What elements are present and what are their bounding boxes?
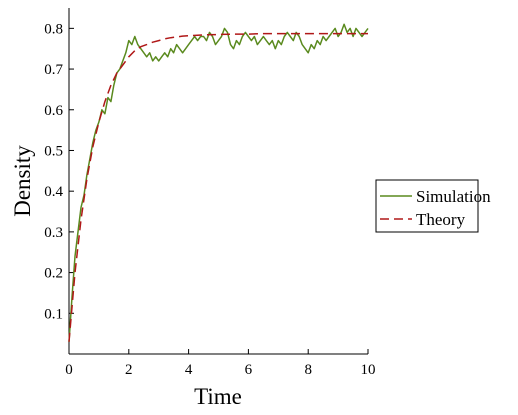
series-line-simulation (68, 23, 369, 342)
axes (68, 8, 368, 355)
y-tick-label: 0.1 (44, 306, 63, 322)
legend-box (375, 179, 479, 233)
legend: Simulation Theory (375, 179, 491, 233)
series-layer (68, 23, 369, 342)
x-tick-label: 4 (185, 362, 193, 378)
y-tick-label: 0.3 (44, 225, 63, 241)
y-tick-label: 0.6 (44, 103, 63, 119)
y-tick-label: 0.7 (44, 62, 63, 78)
legend-label-theory: Theory (416, 210, 466, 229)
x-tick-label: 6 (245, 362, 253, 378)
x-tick-label: 10 (361, 362, 376, 378)
y-tick-label: 0.5 (44, 143, 63, 159)
x-tick-label: 2 (125, 362, 133, 378)
y-tick-label: 0.4 (44, 184, 63, 200)
y-ticks: 0.1 0.2 0.3 0.4 0.5 0.6 0.7 0.8 (44, 21, 74, 322)
y-tick-label: 0.2 (44, 266, 63, 282)
series-line-theory (68, 32, 368, 342)
y-axis-title: Density (10, 145, 35, 217)
y-tick-label: 0.8 (44, 21, 63, 37)
legend-label-simulation: Simulation (416, 187, 491, 206)
x-axis-title: Time (194, 384, 242, 409)
x-tick-label: 8 (304, 362, 312, 378)
x-tick-label: 0 (65, 362, 73, 378)
x-ticks: 0 2 4 6 8 10 (65, 349, 376, 378)
